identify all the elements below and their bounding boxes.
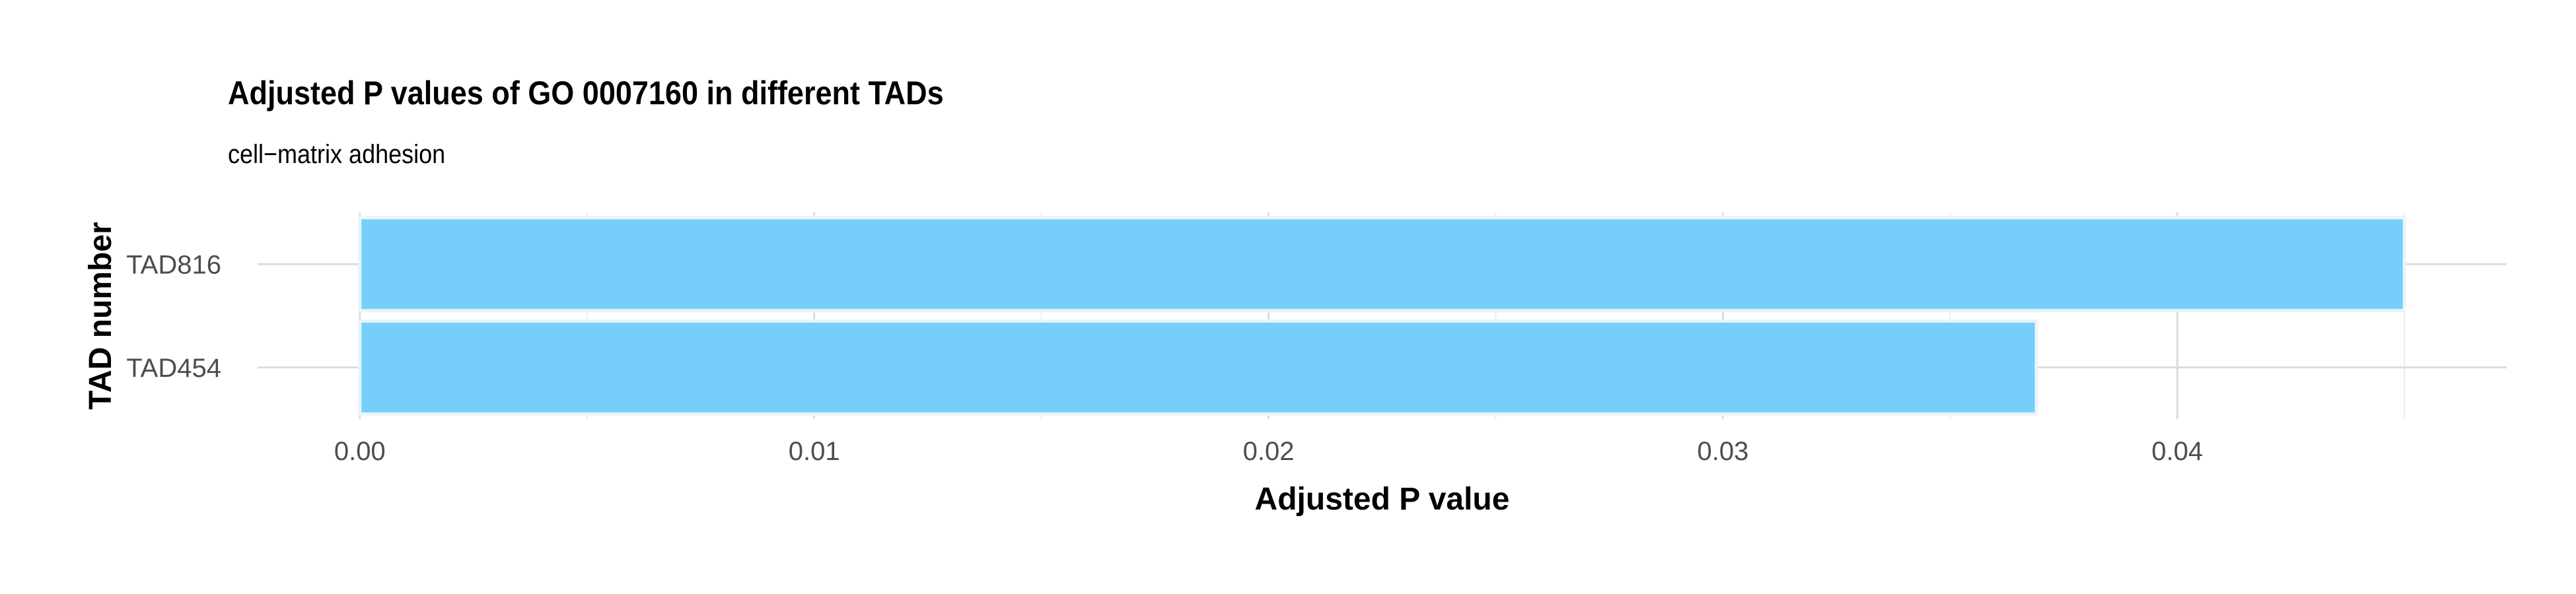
y-axis-ticks: TAD816 TAD454 bbox=[126, 250, 221, 383]
x-axis-title: Adjusted P value bbox=[1255, 482, 1510, 517]
chart-title: Adjusted P values of GO 0007160 in diffe… bbox=[228, 75, 944, 112]
bar-tad816 bbox=[358, 216, 2406, 313]
x-tick-label: 0.01 bbox=[789, 437, 840, 466]
x-axis-ticks: 0.00 0.01 0.02 0.03 0.04 bbox=[334, 437, 2203, 466]
y-axis-title: TAD number bbox=[83, 222, 118, 409]
x-tick-label: 0.03 bbox=[1697, 437, 1748, 466]
y-tick-label: TAD454 bbox=[126, 354, 221, 383]
x-tick-label: 0.02 bbox=[1243, 437, 1295, 466]
x-tick-label: 0.00 bbox=[334, 437, 386, 466]
bars bbox=[358, 216, 2406, 416]
x-tick-label: 0.04 bbox=[2151, 437, 2203, 466]
chart-subtitle: cell−matrix adhesion bbox=[228, 140, 446, 169]
y-tick-label: TAD816 bbox=[126, 250, 221, 279]
bar-tad454 bbox=[358, 319, 2038, 416]
